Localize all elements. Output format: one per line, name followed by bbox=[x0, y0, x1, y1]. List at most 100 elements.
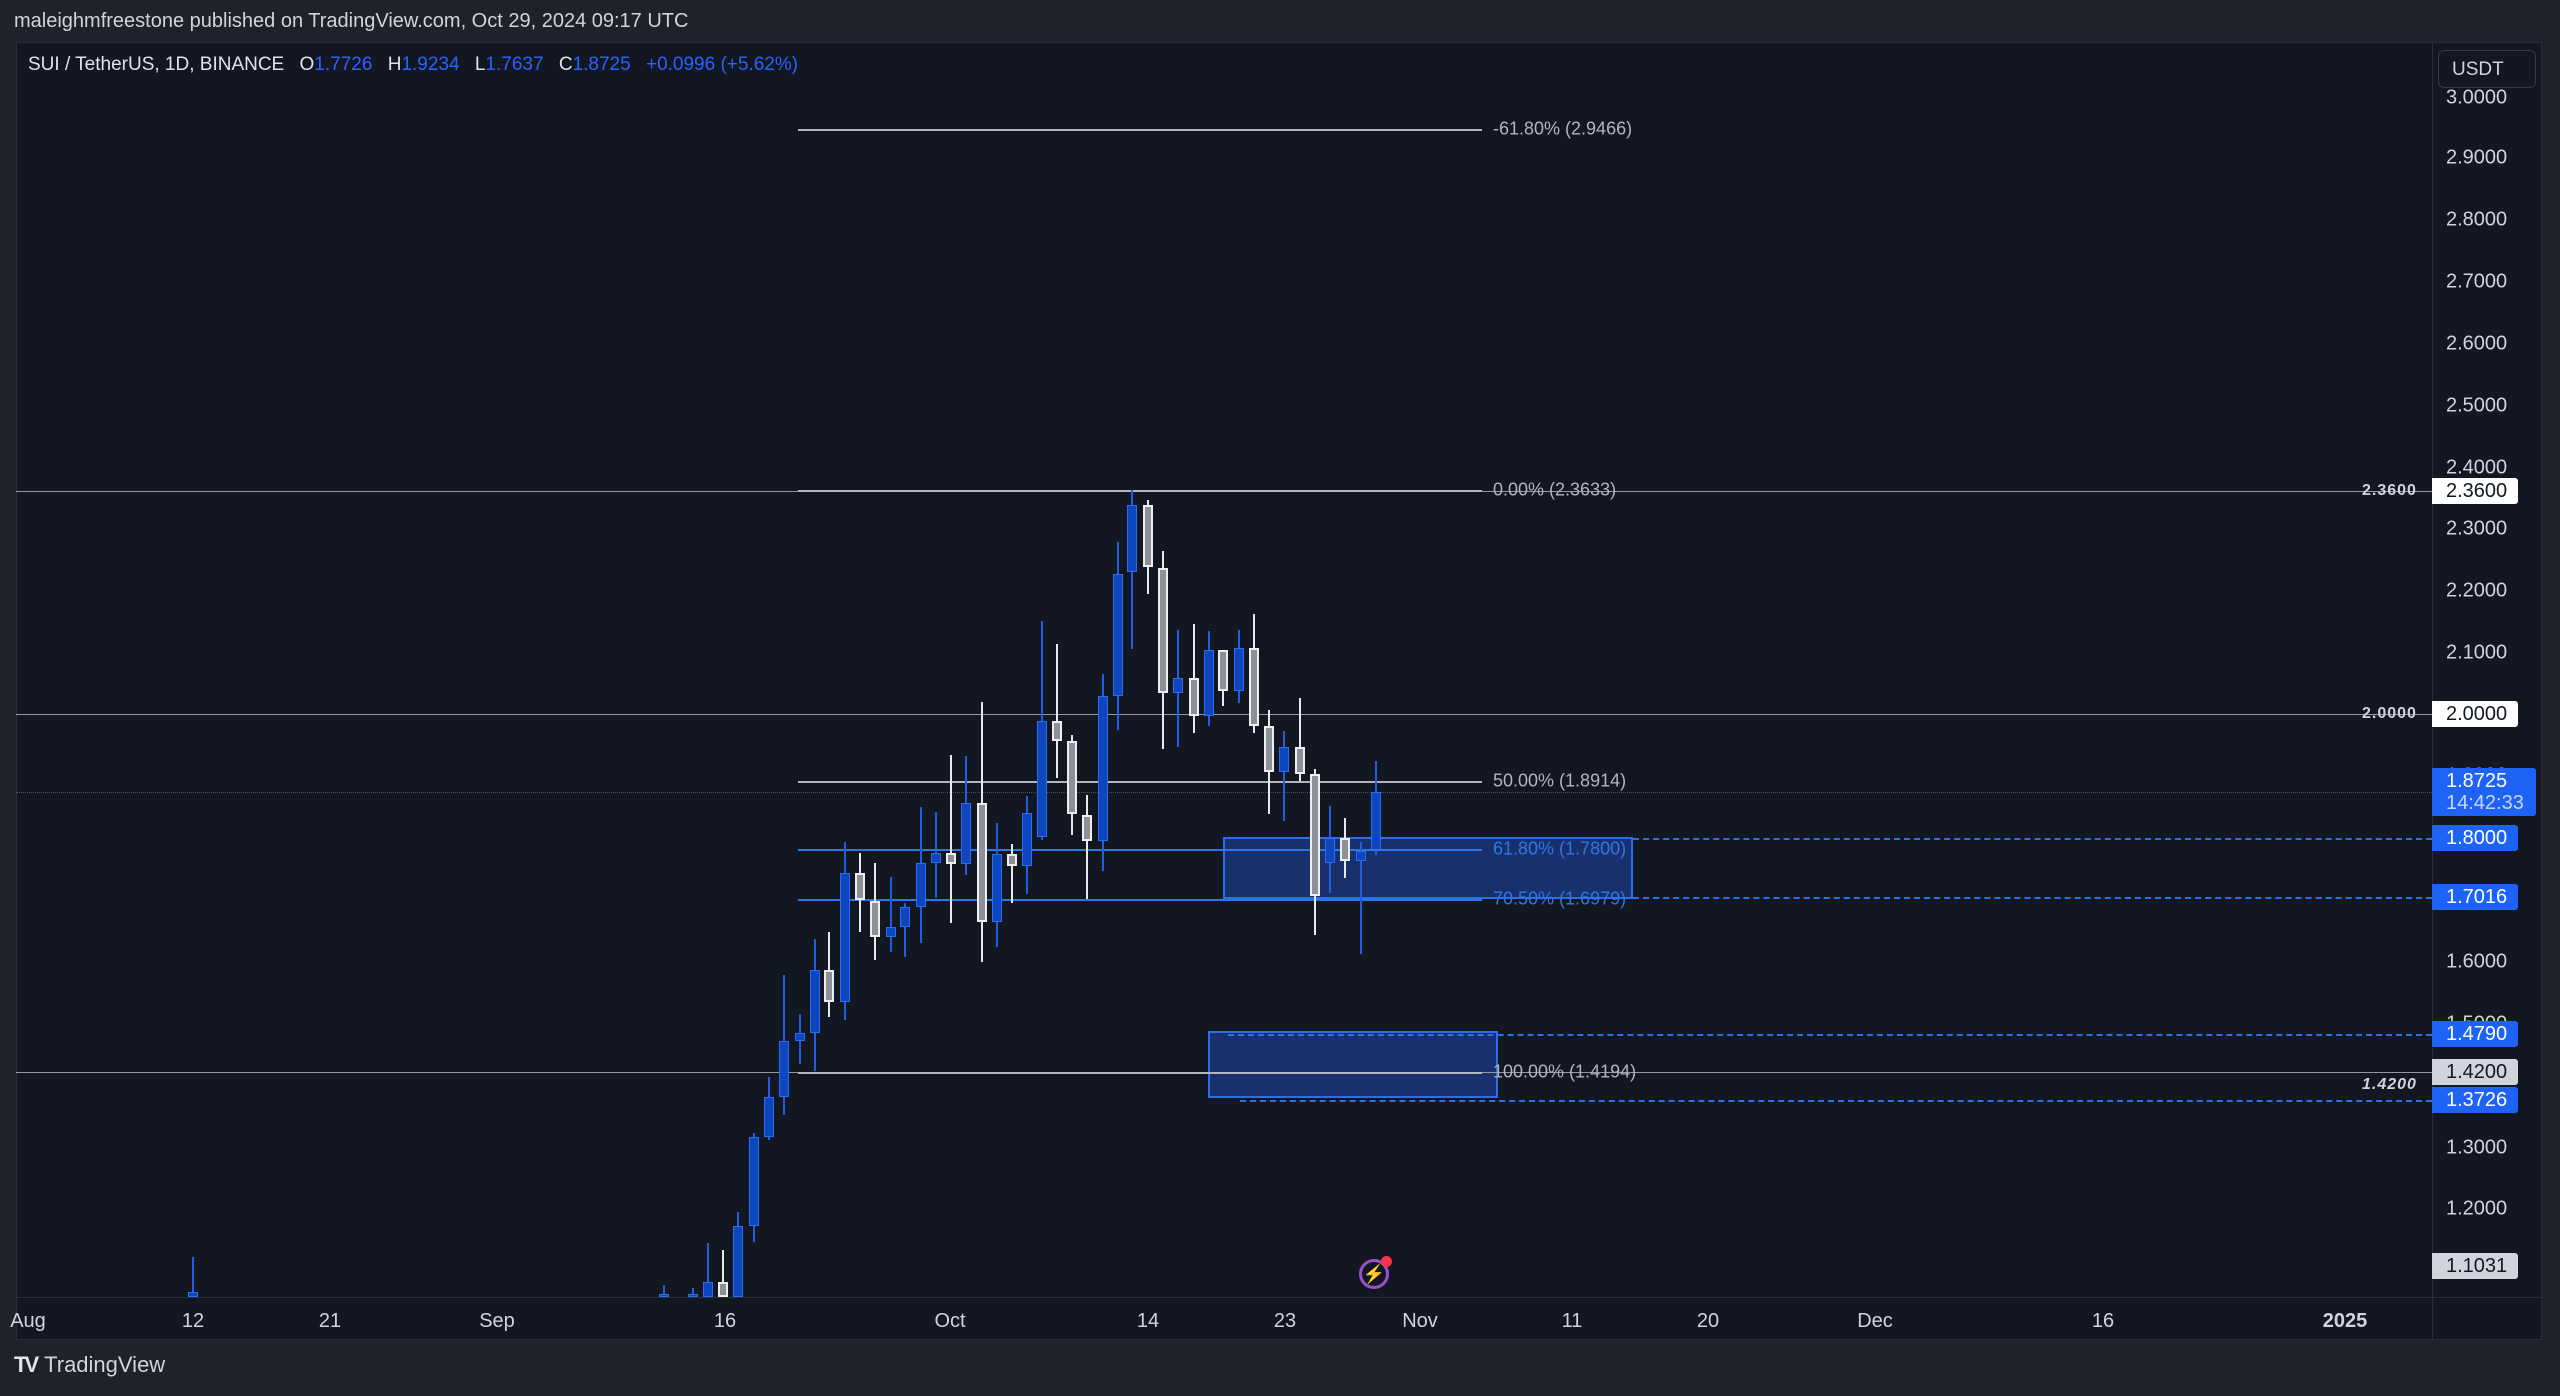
candle-body bbox=[810, 970, 820, 1033]
candle-body bbox=[688, 1294, 698, 1297]
low-value: 1.7637 bbox=[485, 54, 544, 75]
fib-level-line[interactable] bbox=[798, 490, 1482, 492]
time-tick-label: 2025 bbox=[2322, 1310, 2368, 1332]
candle-body bbox=[1371, 792, 1381, 850]
price-axis[interactable] bbox=[2432, 42, 2543, 1297]
low-label: L bbox=[474, 54, 486, 75]
candle-body bbox=[795, 1033, 805, 1041]
fib-level-label: 100.00% (1.4194) bbox=[1493, 1061, 1637, 1082]
notification-dot bbox=[1381, 1256, 1392, 1267]
lightning-icon[interactable]: ⚡ bbox=[1359, 1256, 1392, 1289]
candle-body bbox=[824, 970, 834, 1002]
fib-level-line[interactable] bbox=[798, 1072, 1482, 1074]
time-tick-label: 20 bbox=[1696, 1310, 1720, 1332]
price-tag[interactable]: 2.3600 bbox=[2432, 478, 2518, 504]
candle-wick bbox=[1056, 644, 1058, 778]
time-tick-label: 11 bbox=[1561, 1310, 1583, 1332]
tradingview-logo-icon: TV bbox=[14, 1352, 39, 1377]
open-label: O bbox=[299, 54, 315, 75]
horizontal-level-line[interactable] bbox=[16, 714, 2432, 715]
fib-level-line[interactable] bbox=[798, 781, 1482, 783]
candle-body bbox=[1007, 854, 1017, 866]
candle-body bbox=[840, 873, 850, 1002]
candle-wick bbox=[692, 1288, 694, 1297]
candle-body bbox=[1082, 815, 1092, 841]
symbol-title[interactable]: SUI / TetherUS, 1D, BINANCE bbox=[28, 54, 285, 75]
time-tick-label: Nov bbox=[1402, 1310, 1438, 1332]
candle-body bbox=[1295, 747, 1305, 774]
fib-level-label: 70.50% (1.6979) bbox=[1493, 888, 1627, 909]
bar-countdown: 14:42:33 bbox=[2446, 792, 2524, 814]
candle-body bbox=[1204, 650, 1214, 716]
publish-info: maleighmfreestone published on TradingVi… bbox=[14, 10, 689, 32]
time-tick-label: 14 bbox=[1136, 1310, 1160, 1332]
close-value: 1.8725 bbox=[572, 54, 631, 75]
price-tick-label: 1.3000 bbox=[2446, 1136, 2508, 1159]
time-tick-label: 23 bbox=[1273, 1310, 1297, 1332]
horizontal-level-label: 2.3600 bbox=[2362, 482, 2417, 499]
change-value: +0.0996 (+5.62%) bbox=[645, 54, 799, 75]
candle-body bbox=[886, 927, 896, 937]
fib-level-label: -61.80% (2.9466) bbox=[1493, 118, 1633, 139]
candle-body bbox=[1098, 696, 1108, 841]
candle-body bbox=[1249, 648, 1259, 726]
time-tick-label: Aug bbox=[10, 1310, 46, 1332]
current-price-line bbox=[16, 792, 2432, 793]
candle-body bbox=[977, 803, 987, 922]
price-tag[interactable]: 1.8000 bbox=[2432, 825, 2518, 851]
candle-wick bbox=[1360, 842, 1362, 954]
candle-body bbox=[1143, 505, 1153, 567]
candle-body bbox=[779, 1041, 789, 1097]
fib-level-line[interactable] bbox=[798, 899, 1482, 901]
time-tick-label: 21 bbox=[318, 1310, 342, 1332]
candle-wick bbox=[890, 877, 892, 952]
zone-box-0[interactable] bbox=[1223, 837, 1633, 899]
price-tick-label: 2.2000 bbox=[2446, 579, 2508, 602]
candle-wick bbox=[1283, 731, 1285, 821]
candle-body bbox=[1173, 678, 1183, 693]
candle-body bbox=[916, 863, 926, 907]
zone-box-1[interactable] bbox=[1208, 1031, 1498, 1098]
candle-body bbox=[1264, 726, 1274, 772]
candle-wick bbox=[950, 755, 952, 923]
candle-wick bbox=[1011, 844, 1013, 903]
price-tag[interactable]: 1.4200 bbox=[2432, 1059, 2518, 1085]
candle-body bbox=[992, 854, 1002, 922]
candle-body bbox=[961, 803, 971, 864]
candle-body bbox=[1279, 747, 1289, 772]
candle-body bbox=[659, 1294, 669, 1297]
price-tick-label: 2.7000 bbox=[2446, 270, 2508, 293]
currency-button[interactable]: USDT bbox=[2438, 50, 2536, 88]
price-tag[interactable]: 1.1031 bbox=[2432, 1253, 2518, 1279]
fib-level-line[interactable] bbox=[798, 849, 1482, 851]
candle-wick bbox=[904, 903, 906, 957]
price-tag[interactable]: 1.3726 bbox=[2432, 1087, 2518, 1113]
axis-corner bbox=[2432, 1297, 2543, 1341]
fib-level-line[interactable] bbox=[798, 129, 1482, 131]
symbol-legend: SUI / TetherUS, 1D, BINANCE O1.7726 H1.9… bbox=[28, 54, 798, 76]
chart-frame bbox=[16, 42, 2542, 1340]
candle-body bbox=[1325, 838, 1335, 863]
close-label: C bbox=[558, 54, 573, 75]
current-price-tag[interactable]: 1.8725 14:42:33 bbox=[2432, 768, 2536, 816]
time-tick-label: Oct bbox=[934, 1310, 966, 1332]
price-tag[interactable]: 1.4790 bbox=[2432, 1021, 2518, 1047]
price-tick-label: 2.9000 bbox=[2446, 146, 2508, 169]
price-tag[interactable]: 1.7016 bbox=[2432, 884, 2518, 910]
time-tick-label: 16 bbox=[2091, 1310, 2115, 1332]
price-tick-label: 1.6000 bbox=[2446, 950, 2508, 973]
candle-body bbox=[188, 1292, 198, 1297]
time-tick-label: 12 bbox=[181, 1310, 205, 1332]
candle-body bbox=[1022, 813, 1032, 866]
time-tick-label: Sep bbox=[479, 1310, 515, 1332]
candle-wick bbox=[192, 1257, 194, 1297]
time-tick-label: 16 bbox=[713, 1310, 737, 1332]
price-tag[interactable]: 2.0000 bbox=[2432, 701, 2518, 727]
fib-level-label: 0.00% (2.3633) bbox=[1493, 479, 1617, 500]
candle-body bbox=[1189, 678, 1199, 716]
candle-body bbox=[749, 1137, 759, 1226]
fib-level-label: 61.80% (1.7800) bbox=[1493, 838, 1627, 859]
current-price: 1.8725 bbox=[2446, 770, 2508, 792]
time-axis[interactable] bbox=[16, 1297, 2432, 1341]
candle-body bbox=[1158, 568, 1168, 693]
